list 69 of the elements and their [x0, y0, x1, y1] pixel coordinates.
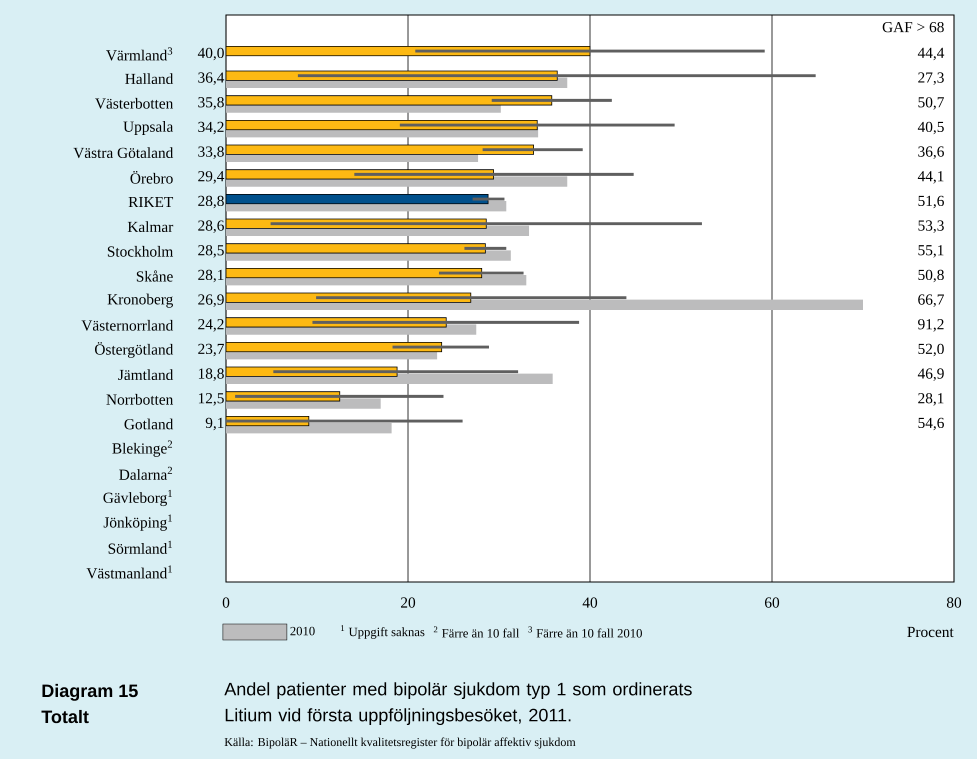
y-tick-label: Värmland$^{3}$: [106, 47, 172, 61]
y-tick-label: Örebro: [130, 171, 173, 184]
text: Diagram 15: [42, 684, 138, 701]
annotation: 55,1: [918, 245, 944, 258]
y-tick-label: Västerbotten: [95, 98, 174, 109]
data-label: 36,4: [198, 72, 224, 85]
text: Totalt: [41, 710, 89, 724]
y-tick-label: Kronoberg: [108, 294, 174, 308]
y-tick-label: Dalarna$^{2}$: [119, 466, 172, 480]
annotation: 66,7: [918, 294, 944, 307]
text: $^{1}$ Uppgift saknas: [341, 625, 424, 639]
annotation: 44,1: [918, 171, 944, 184]
annotation: 44,4: [918, 48, 944, 60]
data-label: 26,9: [198, 294, 224, 307]
annotation: 50,8: [918, 270, 944, 282]
data-label: 18,8: [198, 368, 224, 381]
data-label: 35,8: [198, 97, 224, 110]
y-tick-label: Västra Götaland: [73, 147, 174, 158]
annotation: 91,2: [918, 319, 944, 332]
x-tick-label: 20: [401, 597, 416, 608]
y-tick-label: Östergötland: [94, 342, 174, 358]
annotation: 28,1: [918, 393, 944, 406]
y-tick-label: Gävleborg$^{1}$: [103, 490, 172, 506]
data-label: 28,5: [198, 245, 224, 258]
x-tick-label: 60: [764, 597, 780, 608]
y-tick-label: Uppsala: [123, 121, 174, 135]
annotation: 40,5: [918, 122, 944, 134]
data-label: 34,2: [198, 122, 224, 134]
y-tick-label: Kalmar: [128, 221, 174, 232]
y-tick-label: Norrbotten: [106, 394, 174, 405]
data-label: 28,6: [198, 220, 224, 233]
data-label: 28,1: [198, 270, 224, 282]
data-label: 24,2: [198, 319, 224, 332]
annotation: 54,6: [918, 418, 944, 430]
data-label: 28,8: [198, 196, 224, 208]
text: 2010: [290, 626, 315, 636]
y-tick-label: Stockholm: [108, 246, 174, 257]
data-label: 9,1: [206, 418, 224, 430]
y-tick-label: Halland: [125, 73, 174, 84]
annotation: 46,9: [918, 368, 944, 381]
data-label: 23,7: [198, 344, 224, 356]
annotation: 27,3: [918, 72, 944, 85]
y-tick-label: Jönköping$^{1}$: [104, 514, 172, 531]
text: Källa: BipoläR – Nationellt kvalitetsregister för bipolär affektiv sjukdom: [224, 738, 576, 749]
y-tick-label: Västmanland$^{1}$: [86, 565, 172, 579]
y-tick-label: Jämtland: [118, 369, 174, 380]
text: Andel patienter med bipolär sjukdom typ 1 som ordinerats Litium vid första uppföljningsbesöket, 2011.: [224, 682, 692, 726]
y-tick-label: Blekinge$^{2}$: [112, 440, 172, 457]
annotation: 36,6: [918, 146, 944, 159]
y-tick-label: Skåne: [136, 270, 173, 282]
annotation: 52,0: [918, 344, 944, 356]
text: $^{2}$ Färre än 10 fall: [434, 626, 520, 638]
text: $^{3}$ Färre än 10 fall 2010: [528, 626, 642, 638]
data-label: 29,4: [198, 171, 224, 184]
y-tick-label: Västernorrland: [82, 320, 174, 331]
data-label: 33,8: [198, 146, 224, 159]
x-tick-label: 80: [946, 597, 962, 608]
x-tick-label: 40: [582, 597, 598, 608]
annotation: 50,7: [918, 97, 944, 110]
annotation: 51,6: [918, 196, 944, 208]
data-label: 12,5: [198, 393, 224, 406]
x-tick-label: 0: [222, 597, 230, 608]
y-tick-label: Sörmland$^{1}$: [108, 540, 172, 554]
annotation: 53,3: [918, 220, 944, 233]
x-axis-title: Procent: [907, 626, 954, 638]
data-label: 40,0: [198, 48, 224, 60]
y-tick-label: RIKET: [128, 196, 174, 208]
y-tick-label: Gotland: [124, 418, 174, 430]
annotation: GAF > 68: [882, 22, 944, 32]
